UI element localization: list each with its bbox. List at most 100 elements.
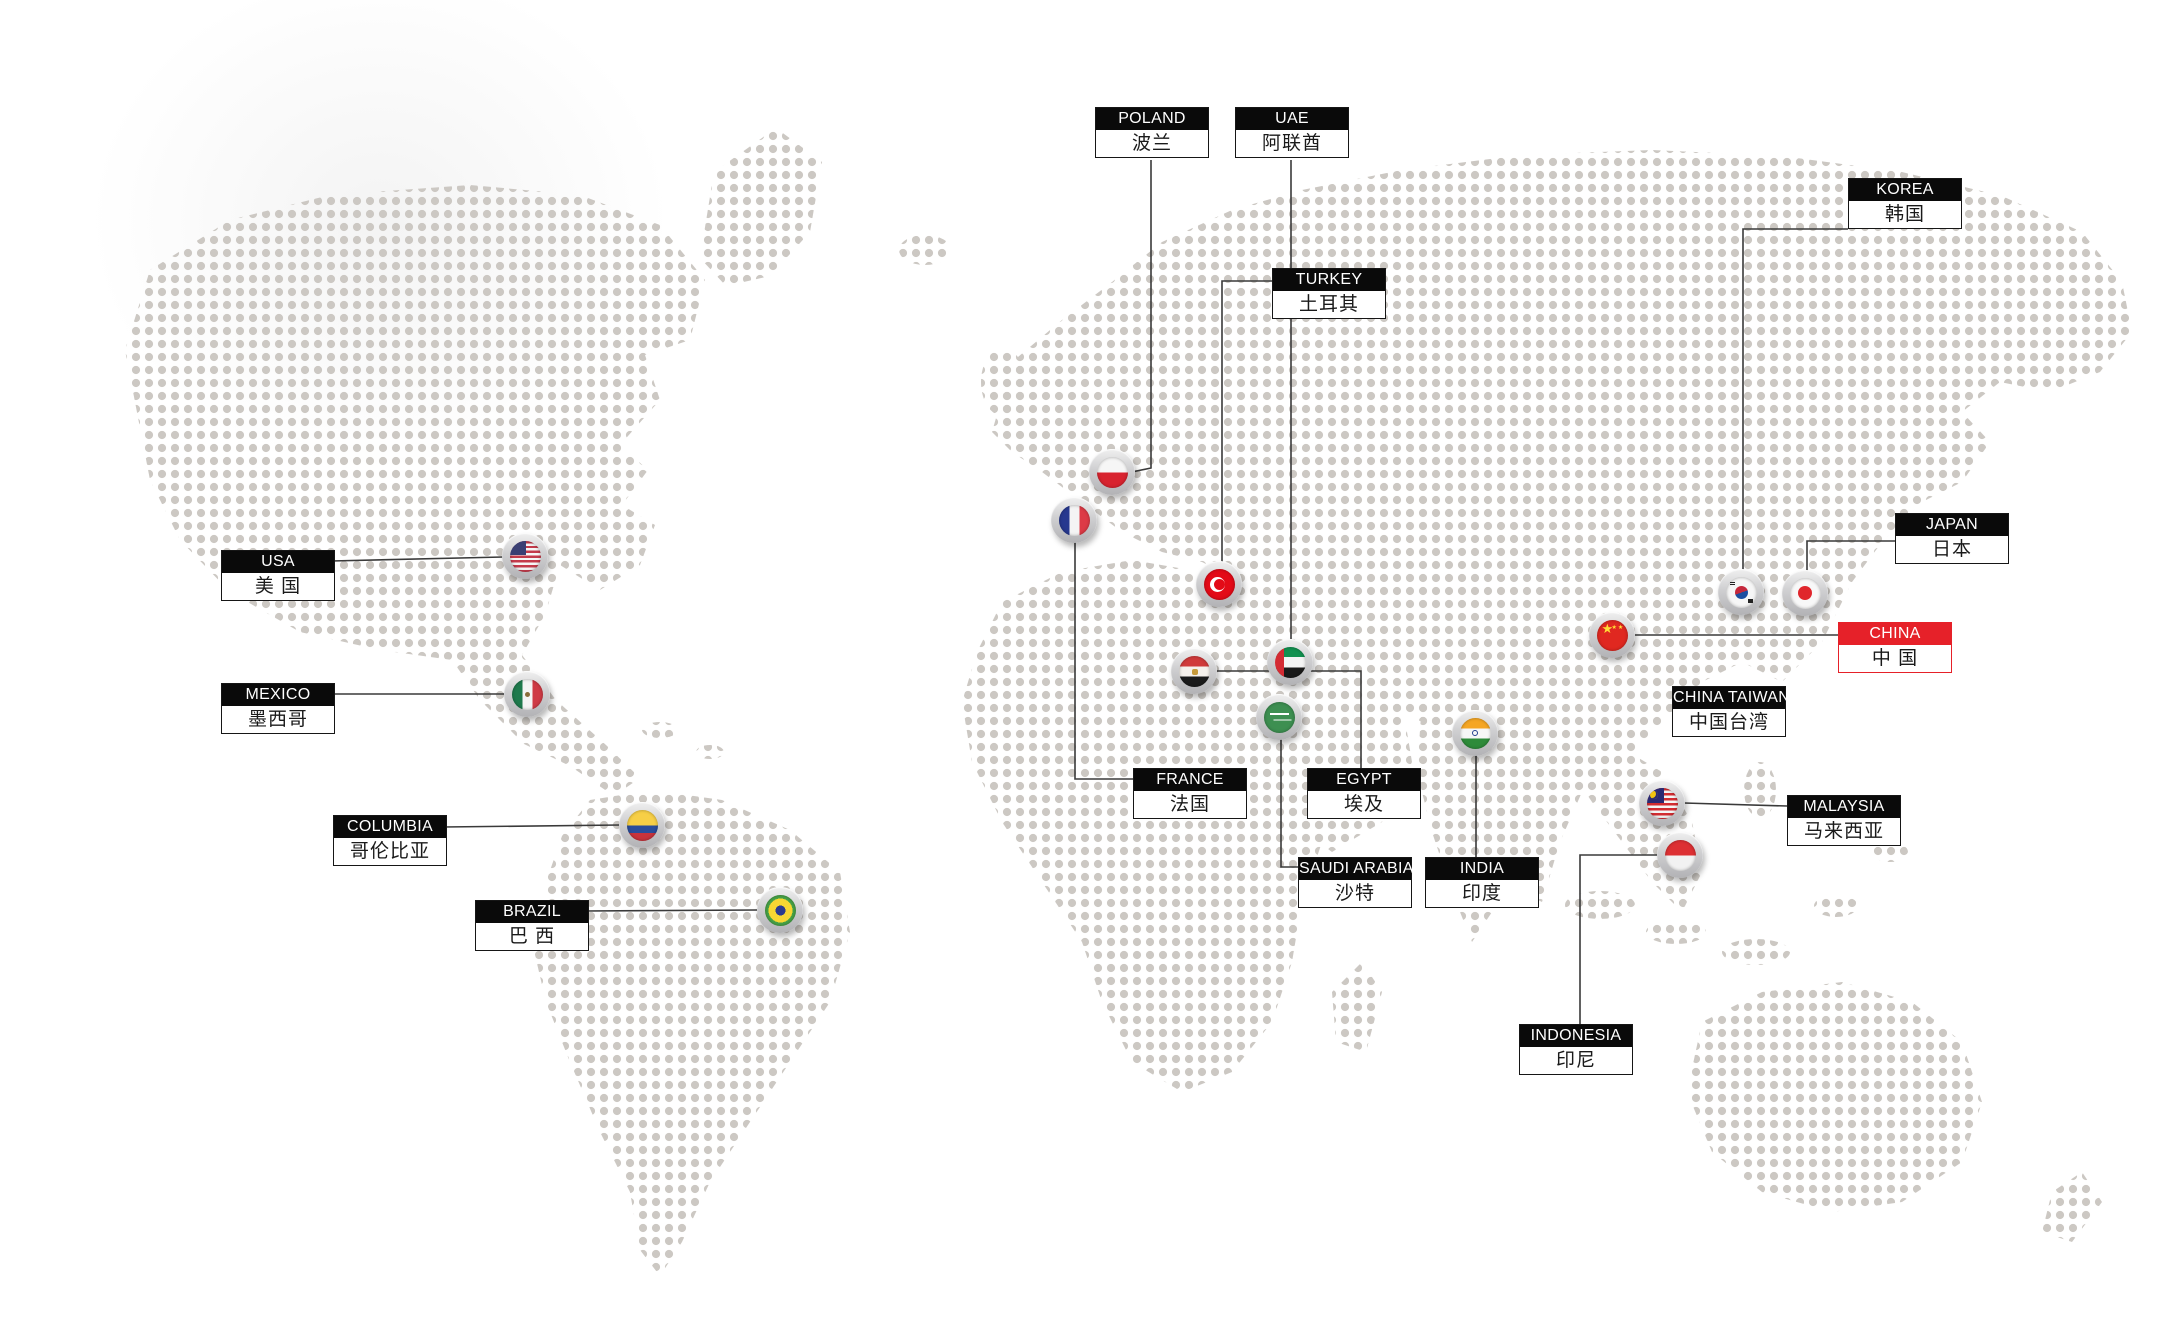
indonesia-island-shape-5 <box>1872 842 1908 862</box>
korea-flag-marker[interactable] <box>1718 569 1764 615</box>
philippines-shape <box>1744 762 1776 818</box>
country-name-en: COLUMBIA <box>334 816 446 838</box>
connector-saudi-arabia <box>1280 739 1298 868</box>
egypt-flag-icon <box>1178 655 1210 687</box>
indonesia-flag-marker[interactable] <box>1657 832 1703 878</box>
malaysia-flag-icon <box>1646 787 1678 819</box>
country-name-zh: 日本 <box>1931 539 1972 560</box>
country-name-zh: 墨西哥 <box>247 709 308 730</box>
country-name-zh: 美 国 <box>254 576 302 597</box>
country-name-en: CHINA TAIWAN <box>1673 687 1790 709</box>
country-label-turkey[interactable]: TURKEY 土耳其 <box>1272 268 1386 319</box>
country-name-en: JAPAN <box>1896 514 2008 536</box>
connector-brazil <box>584 909 759 912</box>
saudi-arabia-flag-marker[interactable] <box>1256 694 1302 740</box>
usa-flag-icon <box>509 540 541 572</box>
country-name-en: POLAND <box>1096 108 1208 130</box>
turkey-flag-icon <box>1203 568 1235 600</box>
country-name-zh: 印度 <box>1461 883 1502 904</box>
country-label-china[interactable]: CHINA 中 国 <box>1838 622 1952 673</box>
caribbean-shape-2 <box>696 745 724 759</box>
country-label-columbia[interactable]: COLUMBIA 哥伦比亚 <box>333 815 447 866</box>
country-label-indonesia[interactable]: INDONESIA 印尼 <box>1519 1024 1633 1075</box>
mexico-flag-marker[interactable] <box>504 671 550 717</box>
malaysia-flag-marker[interactable] <box>1639 780 1685 826</box>
country-label-usa[interactable]: USA 美 国 <box>221 550 335 601</box>
country-label-korea[interactable]: KOREA 韩国 <box>1848 178 1962 229</box>
country-label-malaysia[interactable]: MALAYSIA 马来西亚 <box>1787 795 1901 846</box>
indonesia-island-shape-2 <box>1646 920 1706 944</box>
country-name-en: INDIA <box>1426 858 1538 880</box>
indonesia-island-shape-3 <box>1722 939 1790 965</box>
country-name-zh: 马来西亚 <box>1803 821 1884 842</box>
australia-shape <box>1687 982 1982 1212</box>
country-label-mexico[interactable]: MEXICO 墨西哥 <box>221 683 335 734</box>
indonesia-island-shape-4 <box>1814 895 1858 917</box>
country-name-zh: 法国 <box>1169 794 1210 815</box>
connector-japan <box>1806 540 1895 571</box>
colombia-flag-icon <box>626 809 658 841</box>
country-label-france[interactable]: FRANCE 法国 <box>1133 768 1247 819</box>
uae-flag-icon <box>1274 646 1306 678</box>
country-name-zh: 沙特 <box>1334 883 1375 904</box>
country-name-en: INDONESIA <box>1520 1025 1632 1047</box>
poland-flag-marker[interactable] <box>1089 449 1135 495</box>
connector-columbia <box>442 824 621 828</box>
uae-flag-marker[interactable] <box>1267 639 1313 685</box>
eurasia-shape <box>992 150 2132 902</box>
country-name-zh: 巴 西 <box>508 926 556 947</box>
japan-flag-marker[interactable] <box>1782 570 1828 616</box>
india-flag-marker[interactable] <box>1452 710 1498 756</box>
new-zealand-shape <box>2042 1172 2102 1242</box>
japan-arc-shape-3 <box>1783 636 1807 656</box>
indonesia-flag-icon <box>1664 839 1696 871</box>
country-label-brazil[interactable]: BRAZIL 巴 西 <box>475 900 589 951</box>
country-name-zh: 阿联酋 <box>1261 133 1322 154</box>
connector-indonesia <box>1579 854 1658 1024</box>
country-name-zh: 波兰 <box>1131 133 1172 154</box>
egypt-flag-marker[interactable] <box>1171 648 1217 694</box>
caribbean-shape <box>642 722 678 738</box>
country-label-india[interactable]: INDIA 印度 <box>1425 857 1539 908</box>
north-america-shape <box>125 185 705 796</box>
country-name-en: BRAZIL <box>476 901 588 923</box>
indonesia-island-shape <box>1565 891 1635 919</box>
brazil-flag-icon <box>764 894 796 926</box>
country-label-japan[interactable]: JAPAN 日本 <box>1895 513 2009 564</box>
country-name-zh: 中 国 <box>1871 648 1919 669</box>
japan-arc-shape <box>1829 548 1857 572</box>
country-label-egypt[interactable]: EGYPT 埃及 <box>1307 768 1421 819</box>
india-flag-icon <box>1459 717 1491 749</box>
country-name-en: KOREA <box>1849 179 1961 201</box>
poland-flag-icon <box>1096 456 1128 488</box>
connector-turkey <box>1221 280 1272 562</box>
madagascar-shape <box>1332 962 1382 1052</box>
usa-flag-marker[interactable] <box>502 533 548 579</box>
country-name-zh: 埃及 <box>1343 794 1384 815</box>
japan-flag-icon <box>1789 577 1821 609</box>
country-name-en: CHINA <box>1839 623 1951 645</box>
country-name-en: UAE <box>1236 108 1348 130</box>
iceland-shape <box>899 235 951 265</box>
country-name-en: FRANCE <box>1134 769 1246 791</box>
africa-shape <box>962 560 1392 1092</box>
country-name-en: TURKEY <box>1273 269 1385 291</box>
country-label-saudi-arabia[interactable]: SAUDI ARABIA 沙特 <box>1298 857 1413 908</box>
country-label-china-taiwan[interactable]: CHINA TAIWAN 中国台湾 <box>1672 686 1790 737</box>
france-flag-marker[interactable] <box>1051 497 1097 543</box>
columbia-flag-marker[interactable] <box>619 802 665 848</box>
turkey-flag-marker[interactable] <box>1196 561 1242 607</box>
connector-korea <box>1742 228 1848 570</box>
country-name-en: USA <box>222 551 334 573</box>
china-flag-icon <box>1596 619 1628 651</box>
country-name-en: SAUDI ARABIA <box>1299 858 1413 880</box>
country-label-uae[interactable]: UAE 阿联酋 <box>1235 107 1349 158</box>
korea-flag-icon <box>1725 576 1757 608</box>
country-name-en: MALAYSIA <box>1788 796 1900 818</box>
france-flag-icon <box>1058 504 1090 536</box>
china-flag-marker[interactable] <box>1589 612 1635 658</box>
brazil-flag-marker[interactable] <box>757 887 803 933</box>
connector-france <box>1074 542 1133 780</box>
country-label-poland[interactable]: POLAND 波兰 <box>1095 107 1209 158</box>
